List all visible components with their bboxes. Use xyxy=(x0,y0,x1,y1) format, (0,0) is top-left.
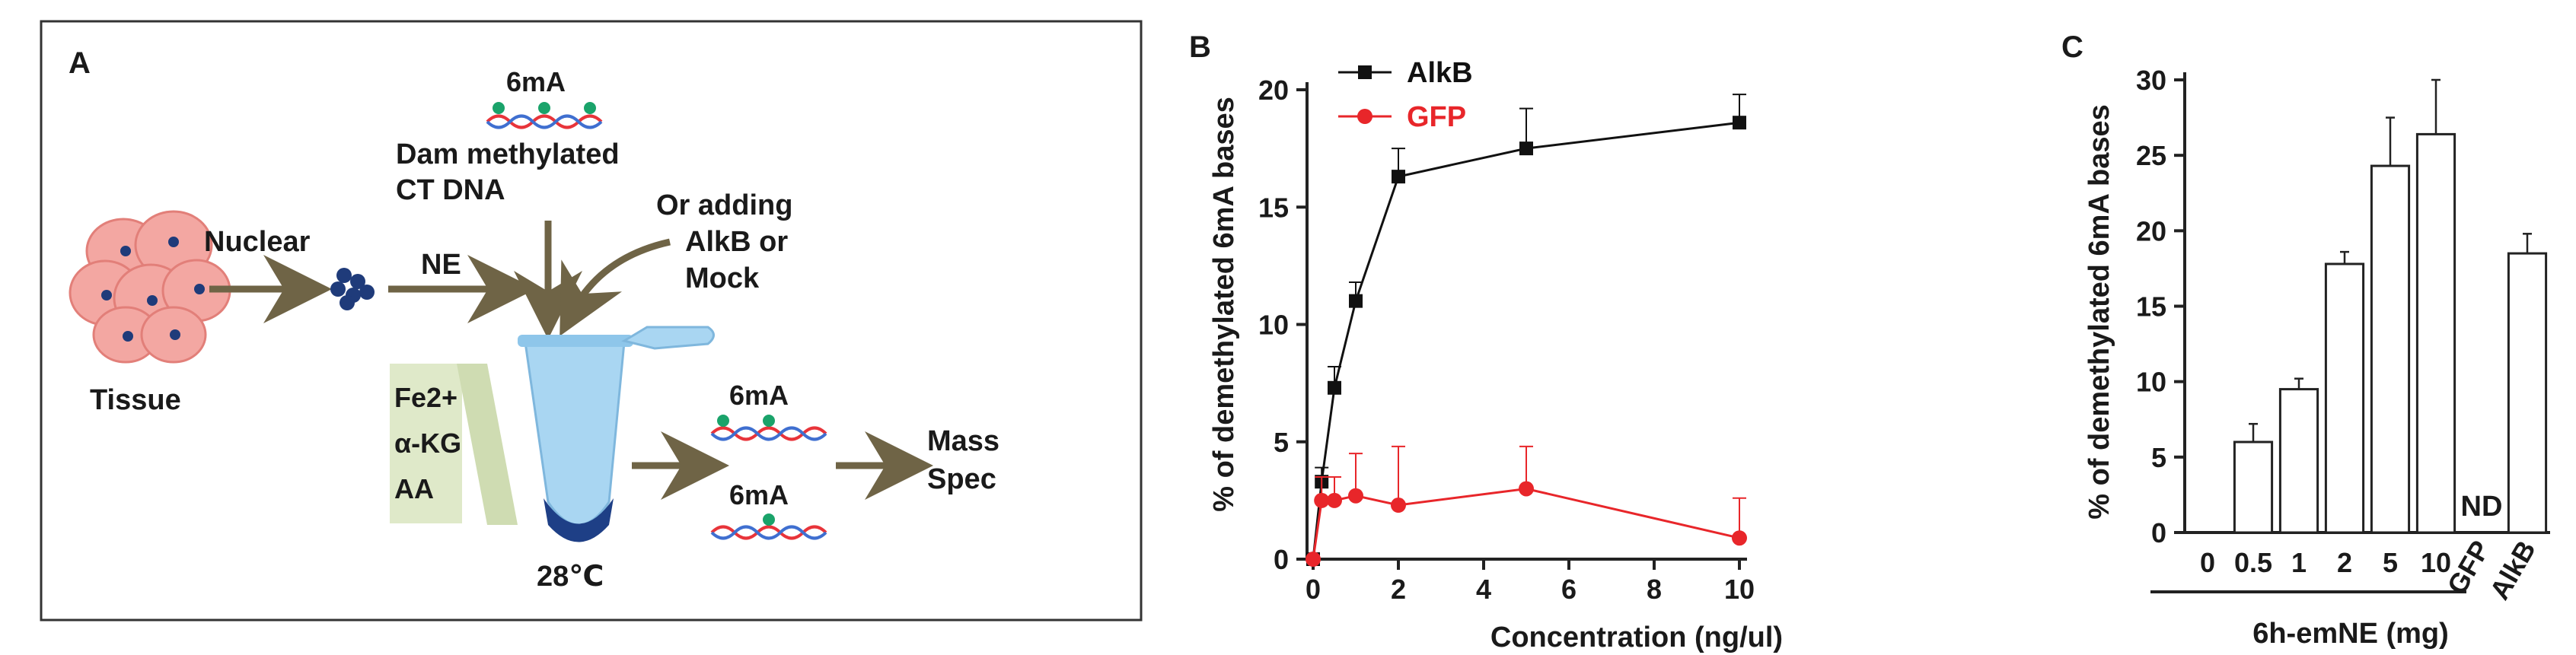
chart-b-point-alkb xyxy=(1328,380,1341,395)
chart-b-ytick-label: 0 xyxy=(1274,544,1289,575)
chart-b-legend-label: GFP xyxy=(1407,101,1466,133)
chart-b-ylabel: % of demethylated 6mA bases xyxy=(1208,97,1240,512)
chart-b-xtick-label: 2 xyxy=(1391,574,1406,605)
mass-spec-line2: Spec xyxy=(927,463,996,495)
chart-b-xtick-label: 0 xyxy=(1306,574,1321,605)
chart-c-bar xyxy=(2233,440,2274,534)
chart-c-xtick-label: 5 xyxy=(2383,547,2398,578)
nuclear-label: Nuclear xyxy=(204,226,311,258)
chart-b-legend-marker xyxy=(1358,65,1372,79)
mass-spec-line1: Mass xyxy=(927,425,999,457)
chart-c-bars: ND xyxy=(2233,78,2548,534)
top-6ma-label: 6mA xyxy=(506,66,566,97)
chart-c-bar xyxy=(2507,252,2548,534)
chart-c-ytick-label: 15 xyxy=(2136,291,2166,323)
temperature-label: 28℃ xyxy=(537,561,604,593)
chart-b-point-gfp xyxy=(1391,498,1406,514)
chart-c-xtick-label: 0.5 xyxy=(2234,547,2272,578)
chart-c-xtick-label: 2 xyxy=(2337,547,2352,578)
chart-c-bar xyxy=(2415,132,2456,534)
chart-c-xtick-label: 1 xyxy=(2291,547,2307,578)
product-dna-1-icon xyxy=(710,415,827,441)
chart-b-point-gfp xyxy=(1348,488,1363,504)
methylated-dna-icon xyxy=(486,102,603,129)
reagent-box xyxy=(390,364,462,523)
chart-c-annotation: ND xyxy=(2461,491,2503,523)
chart-c-ytick-label: 0 xyxy=(2151,517,2166,548)
product-6ma-label-2: 6mA xyxy=(729,479,789,510)
aa-label: AA xyxy=(394,473,434,504)
chart-b-point-gfp xyxy=(1327,492,1342,508)
akg-label: α-KG xyxy=(394,428,461,459)
chart-b-ytick-label: 15 xyxy=(1258,192,1289,223)
panel-c-letter: C xyxy=(2061,30,2083,64)
chart-c-bar xyxy=(2370,164,2411,534)
chart-b-xtick-label: 8 xyxy=(1647,574,1662,605)
dam-line1: Dam methylated xyxy=(396,138,620,170)
chart-b-ticks: 0 5 10 15 20 0 2 4 6 8 10 xyxy=(1258,75,1755,605)
or-adding-line1: Or adding xyxy=(656,189,792,221)
chart-b-legend-label: AlkB xyxy=(1407,57,1473,89)
chart-b-axes xyxy=(1306,82,1747,561)
fe-label: Fe2+ xyxy=(394,382,457,413)
chart-b-legend: AlkB GFP xyxy=(1338,57,1473,133)
chart-c-ylabel: % of demethylated 6mA bases xyxy=(2083,104,2115,520)
reaction-tube-icon xyxy=(518,326,715,542)
panel-a-letter: A xyxy=(69,46,91,80)
chart-b-xtick-label: 6 xyxy=(1561,574,1577,605)
chart-c-xlabel: 6h-emNE (mg) xyxy=(2252,618,2449,650)
chart-b-point-gfp xyxy=(1519,481,1534,497)
chart-c-bar xyxy=(2324,262,2365,534)
chart-b-point-gfp xyxy=(1732,530,1747,546)
chart-b-point-alkb xyxy=(1349,294,1363,308)
panel-a: A Tissue Nuclear xyxy=(40,20,1143,622)
nuclei-icon xyxy=(330,268,375,310)
chart-b-ytick-label: 20 xyxy=(1258,75,1289,106)
chart-b-point-alkb xyxy=(1519,141,1533,156)
chart-b-line-gfp xyxy=(1312,487,1740,560)
chart-c-xtick-label: AlkB xyxy=(2483,536,2542,606)
chart-b-xtick-label: 10 xyxy=(1724,574,1755,605)
chart-c-ytick-label: 10 xyxy=(2136,367,2166,398)
chart-b-legend-marker xyxy=(1357,109,1372,124)
chart-c-xtick-label: 10 xyxy=(2421,547,2451,578)
chart-b-series xyxy=(1306,94,1747,567)
panel-b-letter: B xyxy=(1189,30,1211,64)
chart-c-bar xyxy=(2278,388,2319,534)
ne-label: NE xyxy=(421,249,461,281)
chart-b-xtick-label: 4 xyxy=(1476,574,1491,605)
chart-c-xtick-label: 0 xyxy=(2200,547,2215,578)
chart-b-ytick-label: 10 xyxy=(1258,310,1289,341)
chart-b-point-gfp xyxy=(1314,492,1330,508)
chart-c-ytick-label: 30 xyxy=(2136,65,2166,96)
arrow-or-adding xyxy=(560,238,671,336)
or-adding-line3: Mock xyxy=(685,262,760,294)
chart-c-ytick-label: 5 xyxy=(2151,442,2166,473)
chart-c-ytick-label: 20 xyxy=(2136,215,2166,246)
chart-b-point-alkb xyxy=(1733,116,1746,130)
product-6ma-label-1: 6mA xyxy=(729,380,789,411)
or-adding-line2: AlkB or xyxy=(685,226,788,258)
tissue-label: Tissue xyxy=(90,384,181,416)
reagent-funnel xyxy=(457,364,518,525)
panel-b: B 0 5 10 15 20 0 2 4 6 8 10 AlkB GFP Concentration … xyxy=(1189,30,1783,653)
chart-b-ytick-label: 5 xyxy=(1274,427,1289,458)
product-dna-2-icon xyxy=(710,514,827,540)
chart-c-ytick-label: 25 xyxy=(2136,140,2166,171)
tissue-cells-icon xyxy=(69,210,231,364)
dam-line2: CT DNA xyxy=(396,174,505,206)
chart-b-point-gfp xyxy=(1306,552,1321,567)
chart-b-point-alkb xyxy=(1392,170,1405,184)
chart-b-xlabel: Concentration (ng/ul) xyxy=(1490,622,1783,653)
